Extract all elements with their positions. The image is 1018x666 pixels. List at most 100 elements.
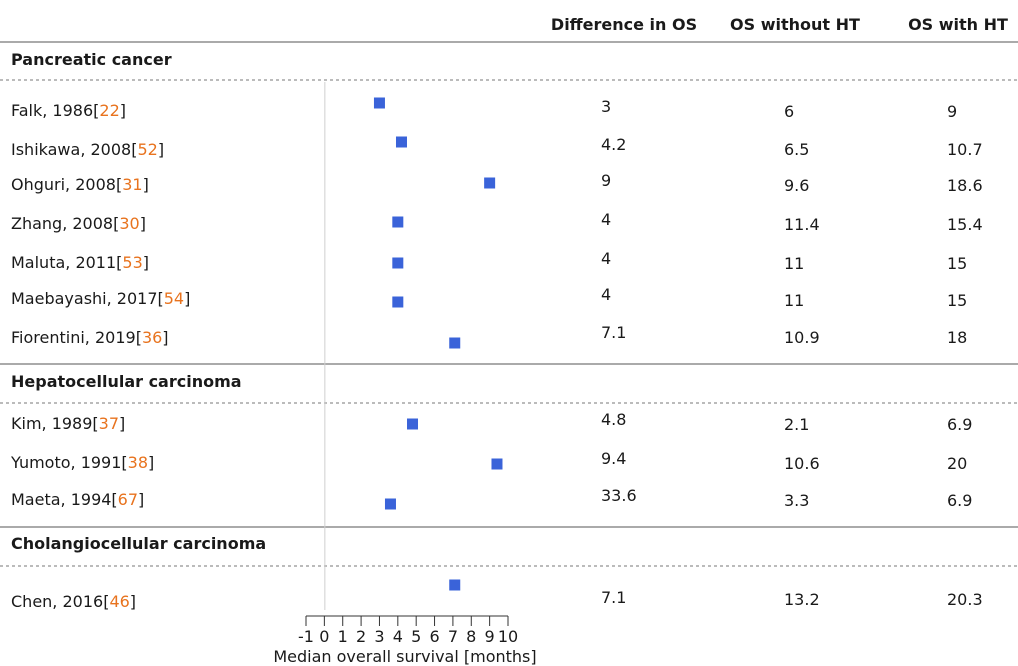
x-tick-label: 5 xyxy=(411,627,421,646)
bracket-close: ] xyxy=(120,101,126,120)
value-difference-in-os: 4.8 xyxy=(601,410,626,429)
data-point-marker xyxy=(484,177,496,189)
study-author: Maeta, 1994 xyxy=(11,490,111,509)
bracket-open: [ xyxy=(113,214,119,233)
bracket-close: ] xyxy=(162,328,168,347)
value-os-with-ht: 18 xyxy=(947,328,967,347)
x-tick-label: -1 xyxy=(298,627,314,646)
data-point-marker xyxy=(392,257,404,269)
x-axis-title: Median overall survival [months] xyxy=(273,647,536,666)
study-author: Falk, 1986 xyxy=(11,101,93,120)
value-difference-in-os: 7.1 xyxy=(601,588,626,607)
bracket-close: ] xyxy=(143,253,149,272)
bracket-open: [ xyxy=(116,253,122,272)
x-tick-label: 0 xyxy=(319,627,329,646)
reference-link[interactable]: 52 xyxy=(137,140,157,159)
value-os-without-ht: 10.9 xyxy=(784,328,820,347)
value-difference-in-os: 4.2 xyxy=(601,135,626,154)
bracket-open: [ xyxy=(93,101,99,120)
data-point-marker xyxy=(392,296,404,308)
value-os-without-ht: 13.2 xyxy=(784,590,820,609)
x-tick-label: 7 xyxy=(448,627,458,646)
bracket-close: ] xyxy=(140,214,146,233)
value-difference-in-os: 4 xyxy=(601,249,611,268)
value-os-with-ht: 6.9 xyxy=(947,415,972,434)
value-difference-in-os: 7.1 xyxy=(601,323,626,342)
value-difference-in-os: 3 xyxy=(601,97,611,116)
study-label: Ohguri, 2008[31] xyxy=(11,175,149,194)
value-os-with-ht: 15 xyxy=(947,254,967,273)
value-os-with-ht: 15 xyxy=(947,291,967,310)
study-author: Maluta, 2011 xyxy=(11,253,116,272)
study-author: Kim, 1989 xyxy=(11,414,92,433)
bracket-close: ] xyxy=(158,140,164,159)
bracket-open: [ xyxy=(136,328,142,347)
reference-link[interactable]: 38 xyxy=(128,453,148,472)
bracket-close: ] xyxy=(130,592,136,611)
data-point-marker xyxy=(407,418,419,430)
value-difference-in-os: 33.6 xyxy=(601,486,637,505)
header-os-without-ht: OS without HT xyxy=(730,15,860,34)
value-os-with-ht: 15.4 xyxy=(947,215,983,234)
study-label: Zhang, 2008[30] xyxy=(11,214,146,233)
value-os-without-ht: 6 xyxy=(784,102,794,121)
reference-link[interactable]: 46 xyxy=(109,592,129,611)
bracket-close: ] xyxy=(184,289,190,308)
group-title: Pancreatic cancer xyxy=(11,50,172,69)
reference-link[interactable]: 67 xyxy=(118,490,138,509)
value-os-with-ht: 9 xyxy=(947,102,957,121)
value-os-without-ht: 11 xyxy=(784,291,804,310)
study-label: Maluta, 2011[53] xyxy=(11,253,149,272)
study-author: Maebayashi, 2017 xyxy=(11,289,158,308)
reference-link[interactable]: 31 xyxy=(122,175,142,194)
value-os-with-ht: 6.9 xyxy=(947,491,972,510)
reference-link[interactable]: 54 xyxy=(164,289,184,308)
bracket-open: [ xyxy=(158,289,164,308)
study-label: Falk, 1986[22] xyxy=(11,101,126,120)
study-label: Chen, 2016[46] xyxy=(11,592,136,611)
value-os-without-ht: 11 xyxy=(784,254,804,273)
bracket-open: [ xyxy=(116,175,122,194)
value-difference-in-os: 9.4 xyxy=(601,449,626,468)
bracket-close: ] xyxy=(138,490,144,509)
reference-link[interactable]: 37 xyxy=(99,414,119,433)
study-label: Fiorentini, 2019[36] xyxy=(11,328,169,347)
x-tick-label: 4 xyxy=(393,627,403,646)
data-point-marker xyxy=(491,458,503,470)
bracket-close: ] xyxy=(148,453,154,472)
reference-link[interactable]: 36 xyxy=(142,328,162,347)
value-os-with-ht: 10.7 xyxy=(947,140,983,159)
header-os-with-ht: OS with HT xyxy=(908,15,1008,34)
study-author: Yumoto, 1991 xyxy=(10,453,121,472)
study-author: Fiorentini, 2019 xyxy=(11,328,136,347)
x-tick-label: 9 xyxy=(485,627,495,646)
value-os-without-ht: 6.5 xyxy=(784,140,809,159)
data-point-marker xyxy=(373,97,385,109)
bracket-open: [ xyxy=(111,490,117,509)
study-label: Maebayashi, 2017[54] xyxy=(11,289,190,308)
study-label: Yumoto, 1991[38] xyxy=(10,453,154,472)
bracket-open: [ xyxy=(103,592,109,611)
reference-link[interactable]: 22 xyxy=(99,101,119,120)
bracket-open: [ xyxy=(121,453,127,472)
reference-link[interactable]: 53 xyxy=(122,253,142,272)
bracket-open: [ xyxy=(92,414,98,433)
study-author: Zhang, 2008 xyxy=(11,214,113,233)
bracket-open: [ xyxy=(131,140,137,159)
x-tick-label: 2 xyxy=(356,627,366,646)
x-tick-label: 10 xyxy=(498,627,518,646)
value-os-with-ht: 20.3 xyxy=(947,590,983,609)
study-author: Ohguri, 2008 xyxy=(11,175,116,194)
reference-link[interactable]: 30 xyxy=(119,214,139,233)
study-label: Ishikawa, 2008[52] xyxy=(11,140,164,159)
value-os-with-ht: 20 xyxy=(947,454,967,473)
study-label: Maeta, 1994[67] xyxy=(11,490,144,509)
bracket-close: ] xyxy=(143,175,149,194)
study-author: Chen, 2016 xyxy=(11,592,103,611)
data-point-marker xyxy=(392,216,404,228)
value-os-with-ht: 18.6 xyxy=(947,176,983,195)
value-os-without-ht: 11.4 xyxy=(784,215,820,234)
value-os-without-ht: 9.6 xyxy=(784,176,809,195)
x-tick-label: 3 xyxy=(374,627,384,646)
group-title: Cholangiocellular carcinoma xyxy=(11,534,266,553)
